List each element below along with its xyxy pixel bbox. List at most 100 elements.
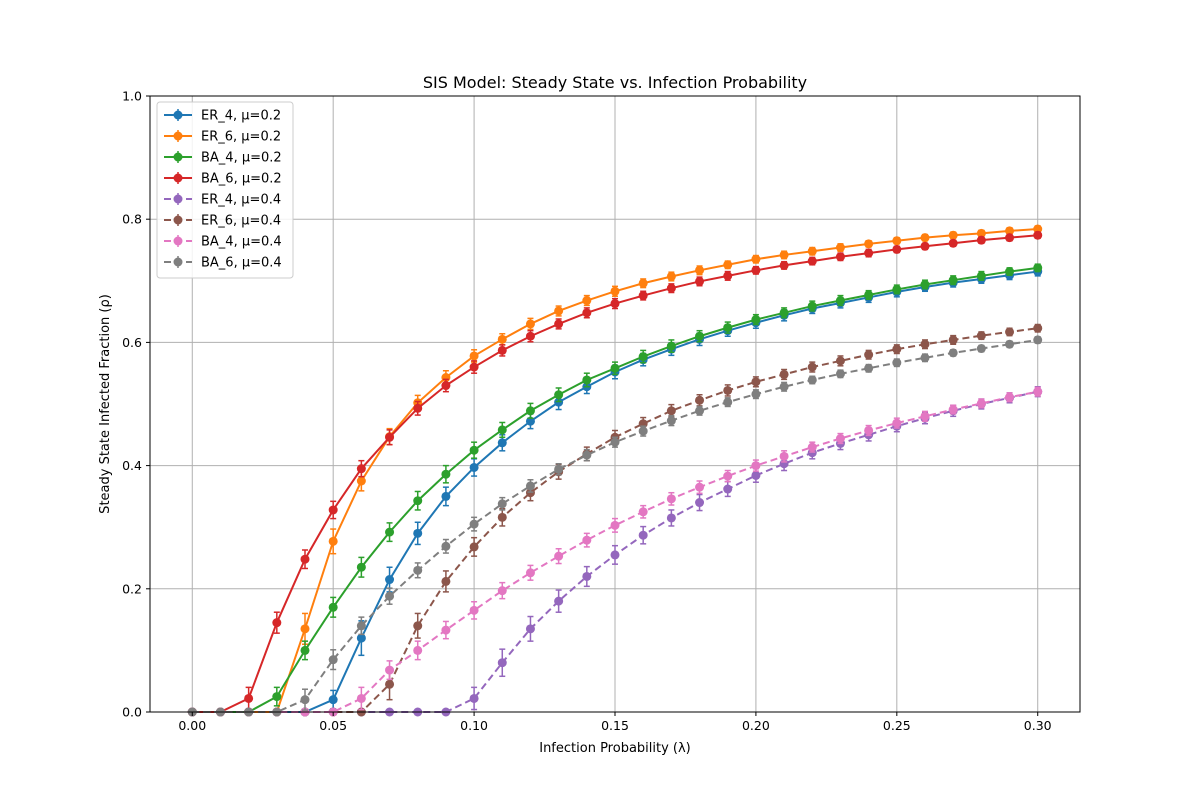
data-point <box>864 350 874 360</box>
data-point <box>413 565 423 575</box>
data-point <box>695 331 705 341</box>
legend-marker <box>173 215 183 225</box>
data-point <box>413 403 423 413</box>
data-point <box>469 462 479 472</box>
data-point <box>582 296 592 306</box>
legend-label: BA_4, μ=0.2 <box>201 151 282 166</box>
data-point <box>892 418 902 428</box>
legend-label: BA_6, μ=0.4 <box>201 256 282 271</box>
data-point <box>469 351 479 361</box>
data-point <box>356 693 366 703</box>
data-point <box>976 235 986 245</box>
data-point <box>469 362 479 372</box>
data-point <box>300 695 310 705</box>
data-point <box>554 464 564 474</box>
data-point <box>497 438 507 448</box>
data-point <box>638 291 648 301</box>
data-point <box>385 679 395 689</box>
data-point <box>328 505 338 515</box>
data-point <box>807 301 817 311</box>
y-axis-label: Steady State Infected Fraction (ρ) <box>98 294 113 514</box>
data-point <box>666 271 676 281</box>
data-point <box>835 433 845 443</box>
data-point <box>638 426 648 436</box>
data-point <box>751 461 761 471</box>
data-point <box>1005 327 1015 337</box>
data-point <box>1033 224 1043 234</box>
x-tick-label: 0.15 <box>601 718 629 733</box>
y-tick-label: 0.4 <box>122 458 142 473</box>
data-point <box>779 382 789 392</box>
data-point <box>723 323 733 333</box>
data-point <box>892 344 902 354</box>
x-tick-label: 0.00 <box>178 718 206 733</box>
data-point <box>976 331 986 341</box>
data-point <box>835 296 845 306</box>
data-point <box>666 406 676 416</box>
legend-label: ER_4, μ=0.4 <box>201 193 281 208</box>
legend-box <box>156 101 294 279</box>
data-point <box>554 390 564 400</box>
data-point <box>864 425 874 435</box>
data-point <box>385 527 395 537</box>
data-point <box>638 530 648 540</box>
data-point <box>441 576 451 586</box>
data-point <box>779 260 789 270</box>
data-point <box>497 345 507 355</box>
y-tick-label: 0.2 <box>122 581 142 596</box>
data-point <box>695 276 705 286</box>
legend-marker <box>173 152 183 162</box>
legend-marker <box>173 173 183 183</box>
data-point <box>300 624 310 634</box>
data-point <box>779 369 789 379</box>
data-point <box>695 482 705 492</box>
data-point <box>666 494 676 504</box>
data-point <box>751 265 761 275</box>
data-point <box>441 541 451 551</box>
data-point <box>723 471 733 481</box>
data-point <box>1005 339 1015 349</box>
data-point <box>751 377 761 387</box>
x-tick-label: 0.25 <box>883 718 911 733</box>
x-tick-label: 0.10 <box>460 718 488 733</box>
x-tick-label: 0.20 <box>742 718 770 733</box>
data-point <box>751 389 761 399</box>
data-point <box>385 665 395 675</box>
data-point <box>356 476 366 486</box>
data-point <box>525 319 535 329</box>
legend-item: BA_4, μ=0.2 <box>164 151 282 166</box>
data-point <box>328 695 338 705</box>
data-point <box>610 437 620 447</box>
legend-item: ER_4, μ=0.4 <box>164 193 281 208</box>
data-point <box>807 256 817 266</box>
data-point <box>356 621 366 631</box>
data-point <box>920 339 930 349</box>
data-point <box>413 528 423 538</box>
y-axis: 0.0 0.2 0.4 0.6 0.8 1.0 <box>122 89 150 720</box>
legend-item: ER_6, μ=0.2 <box>164 130 281 145</box>
data-point <box>920 411 930 421</box>
data-point <box>525 406 535 416</box>
legend-label: ER_6, μ=0.2 <box>201 130 281 145</box>
data-point <box>864 239 874 249</box>
data-point <box>864 363 874 373</box>
data-point <box>356 464 366 474</box>
data-point <box>723 260 733 270</box>
data-point <box>779 308 789 318</box>
data-point <box>920 279 930 289</box>
legend-marker <box>173 110 183 120</box>
legend: ER_4, μ=0.2 ER_6, μ=0.2 BA_4, μ=0.2 BA_6, μ… <box>156 101 294 279</box>
data-point <box>835 356 845 366</box>
data-point <box>272 692 282 702</box>
data-point <box>976 344 986 354</box>
data-point <box>497 512 507 522</box>
data-point <box>835 369 845 379</box>
data-point <box>1033 335 1043 345</box>
data-point <box>976 271 986 281</box>
data-point <box>610 520 620 530</box>
data-point <box>723 385 733 395</box>
data-point <box>525 481 535 491</box>
data-point <box>272 618 282 628</box>
data-point <box>610 299 620 309</box>
